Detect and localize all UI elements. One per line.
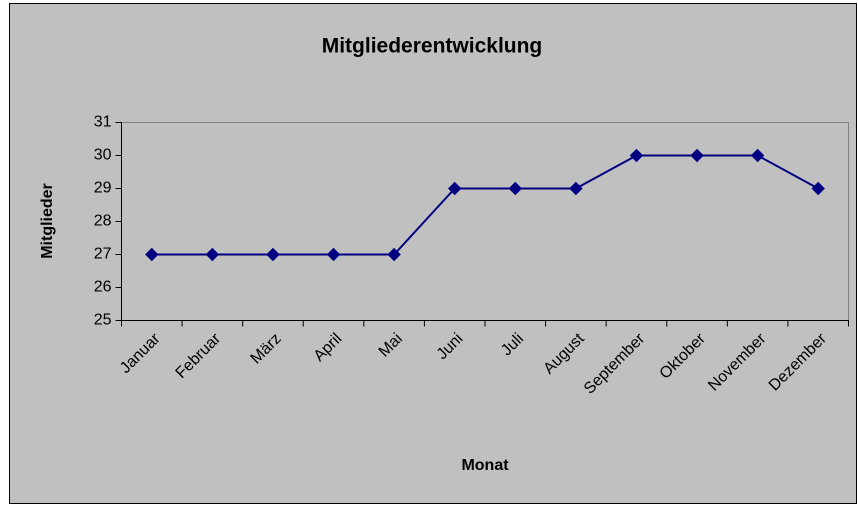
- marker: [448, 181, 462, 196]
- y-tick-label: 28: [94, 213, 112, 230]
- y-tick-label: 31: [94, 114, 112, 131]
- y-axis-label: Mitglieder: [39, 183, 56, 259]
- y-tick-label: 26: [94, 279, 112, 296]
- marker: [508, 181, 522, 196]
- series-line: [151, 154, 819, 256]
- chart-title: Mitgliederentwicklung: [322, 35, 543, 58]
- y-tick-label: 29: [94, 180, 112, 197]
- marker: [205, 247, 220, 262]
- y-tick-label: 30: [94, 147, 112, 164]
- x-axis-label: Monat: [461, 457, 509, 474]
- y-tick-label: 27: [94, 246, 112, 263]
- marker: [569, 181, 583, 196]
- marker: [750, 148, 765, 163]
- marker: [629, 148, 644, 163]
- marker: [266, 247, 280, 262]
- chart-area: [9, 3, 857, 504]
- marker: [326, 247, 341, 262]
- marker: [387, 247, 401, 262]
- marker: [145, 247, 159, 262]
- y-tick-label: 25: [94, 312, 112, 329]
- marker: [811, 181, 825, 196]
- marker: [690, 148, 704, 163]
